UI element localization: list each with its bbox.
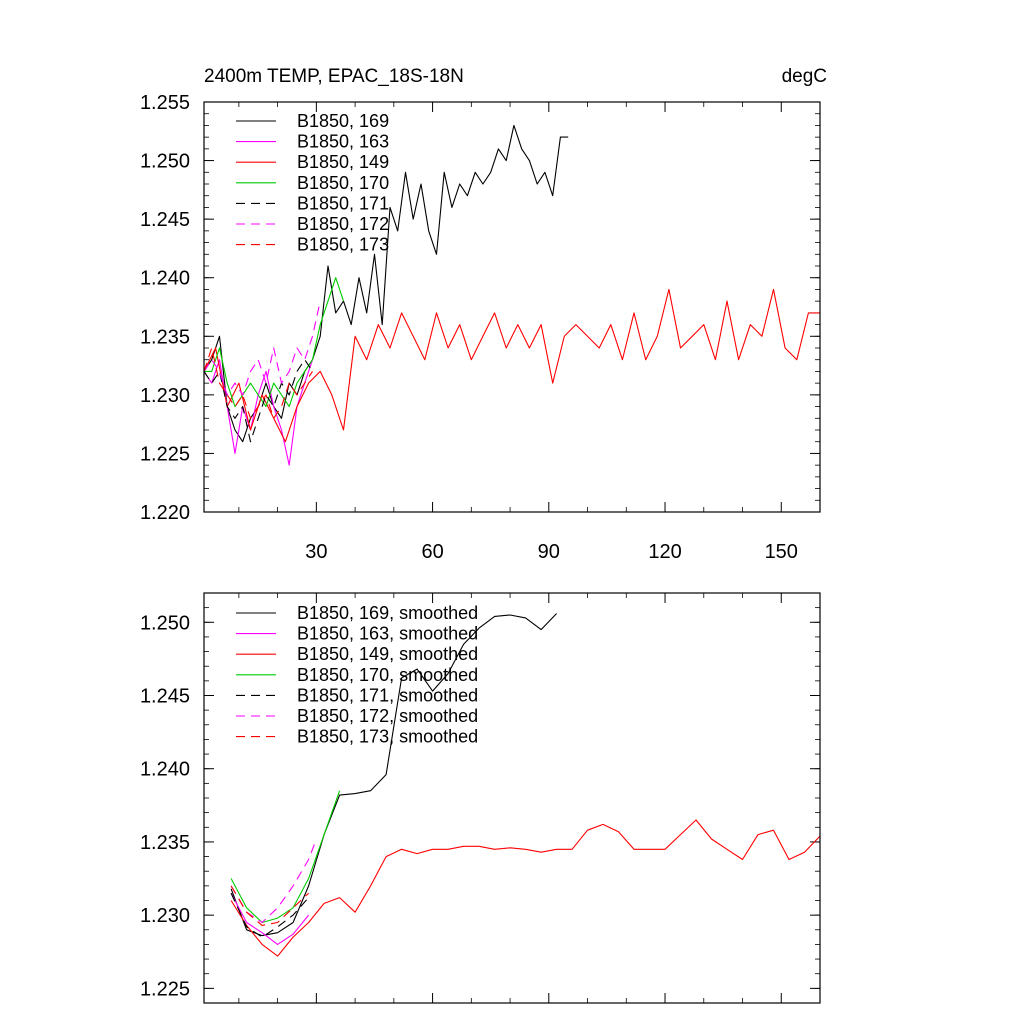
axis-ticks: 1.225 1.230 1.235 1.240 1.245 1.250 (140, 592, 821, 1004)
y-tick-label: 1.235 (140, 832, 190, 854)
y-tick-label: 1.255 (140, 92, 190, 114)
y-tick-label: 1.250 (140, 612, 190, 634)
y-tick-label: 1.230 (140, 385, 190, 407)
series-line (230, 892, 310, 945)
legend-label: B1850, 171 (297, 193, 389, 213)
series-line (230, 613, 557, 937)
y-tick-label: 1.225 (140, 978, 190, 1000)
legend-label: B1850, 173 (297, 235, 389, 255)
plot-frame (203, 101, 821, 513)
x-tick-label: 150 (765, 541, 798, 563)
y-tick-label: 1.235 (140, 326, 190, 348)
x-tick-label: 30 (305, 541, 327, 563)
x-tick-label: 120 (648, 541, 681, 563)
series-line (203, 300, 321, 396)
chart-top: 2400m TEMP, EPAC_18S-18N degC 1.220 1.225… (140, 66, 827, 563)
series-line (230, 885, 309, 926)
series-line (230, 838, 317, 924)
y-tick-label: 1.240 (140, 268, 190, 290)
series-line (230, 790, 341, 924)
series-lines (203, 124, 820, 466)
y-tick-label: 1.230 (140, 905, 190, 927)
legend-label: B1850, 149, smoothed (297, 644, 478, 664)
series-line (230, 819, 821, 957)
chart-units: degC (782, 66, 827, 87)
series-line (204, 277, 345, 408)
plot-frame (203, 592, 821, 1004)
series-line (230, 892, 310, 938)
series-line (203, 288, 820, 443)
x-tick-label: 60 (421, 541, 443, 563)
chart-title: 2400m TEMP, EPAC_18S-18N (204, 66, 464, 87)
axis-ticks: 1.220 1.225 1.230 1.235 1.240 1.245 1.250 1.255… (140, 92, 821, 563)
y-tick-label: 1.245 (140, 686, 190, 708)
series-line (203, 347, 313, 419)
legend-label: B1850, 173, smoothed (297, 727, 478, 747)
legend-label: B1850, 169, smoothed (297, 603, 478, 623)
y-tick-label: 1.225 (140, 443, 190, 465)
legend-label: B1850, 172, smoothed (297, 706, 478, 726)
series-line (203, 124, 569, 443)
legend-label: B1850, 149 (297, 152, 389, 172)
legend-label: B1850, 169 (297, 111, 389, 131)
legend-label: B1850, 170 (297, 173, 389, 193)
legend-label: B1850, 171, smoothed (297, 685, 478, 705)
series-lines (230, 613, 821, 957)
legend-label: B1850, 170, smoothed (297, 665, 478, 685)
chart-bottom: 1.225 1.230 1.235 1.240 1.245 1.250 B1850, 16… (140, 592, 821, 1004)
legend-label: B1850, 163 (297, 132, 389, 152)
legend-label: B1850, 163, smoothed (297, 624, 478, 644)
series-line (203, 359, 313, 443)
y-tick-label: 1.220 (140, 502, 190, 524)
y-tick-label: 1.245 (140, 209, 190, 231)
legend-label: B1850, 172 (297, 214, 389, 234)
y-tick-label: 1.250 (140, 151, 190, 173)
x-tick-label: 90 (538, 541, 560, 563)
y-tick-label: 1.240 (140, 759, 190, 781)
